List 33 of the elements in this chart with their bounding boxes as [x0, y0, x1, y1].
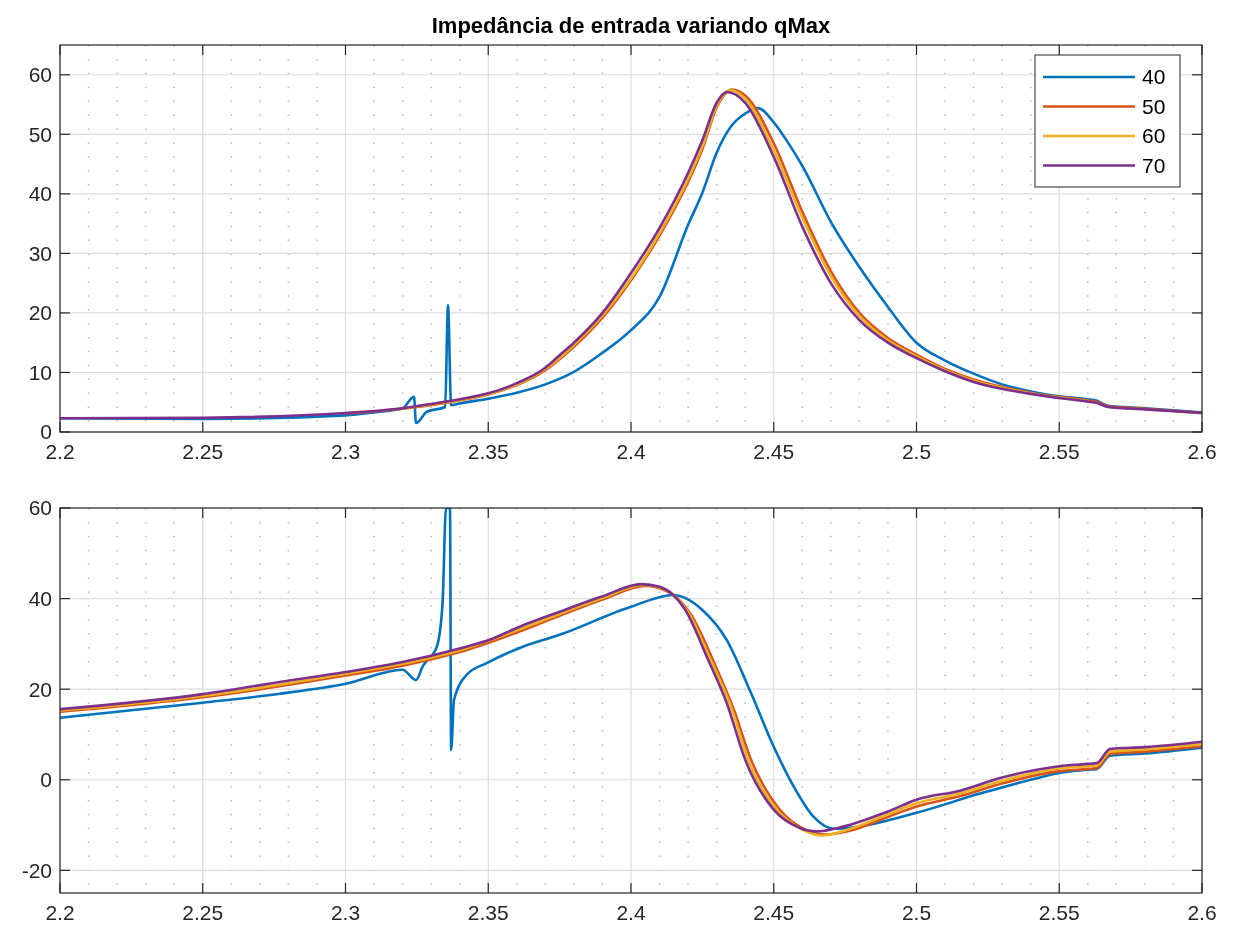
y-tick-label: -20 — [21, 858, 52, 882]
x-tick-label: 2.25 — [182, 901, 224, 924]
x-tick-label: 2.55 — [1038, 901, 1080, 924]
x-tick-label: 2.2 — [45, 901, 75, 924]
y-tick-label: 50 — [28, 122, 52, 146]
legend-label: 70 — [1142, 153, 1166, 177]
x-tick-label: 2.5 — [901, 440, 932, 463]
x-tick-label: 2.45 — [753, 901, 795, 924]
x-tick-label: 2.35 — [467, 440, 509, 463]
x-tick-label: 2.55 — [1038, 440, 1080, 463]
y-tick-label: 40 — [28, 586, 52, 610]
y-tick-label: 20 — [28, 301, 52, 325]
chart-title: Impedância de entrada variando qMax — [431, 13, 832, 38]
x-tick-label: 2.25 — [182, 440, 224, 463]
x-tick-label: 2.6 — [1187, 901, 1217, 924]
legend-label: 50 — [1142, 94, 1166, 118]
x-tick-label: 2.3 — [330, 901, 361, 924]
legend-label: 60 — [1142, 124, 1166, 148]
y-tick-label: 20 — [28, 677, 52, 701]
x-tick-label: 2.6 — [1187, 440, 1217, 463]
y-tick-label: 60 — [28, 63, 52, 87]
x-tick-label: 2.45 — [753, 440, 795, 463]
y-tick-label: 0 — [40, 768, 52, 792]
x-tick-label: 2.3 — [330, 440, 361, 463]
y-tick-label: 10 — [28, 360, 52, 384]
legend-label: 40 — [1142, 65, 1166, 89]
x-tick-label: 2.4 — [616, 440, 646, 463]
x-tick-label: 2.4 — [616, 901, 646, 924]
y-tick-label: 60 — [28, 496, 52, 520]
y-tick-label: 40 — [28, 182, 52, 206]
y-tick-label: 30 — [28, 241, 52, 265]
x-tick-label: 2.5 — [901, 901, 932, 924]
x-tick-label: 2.35 — [467, 901, 509, 924]
